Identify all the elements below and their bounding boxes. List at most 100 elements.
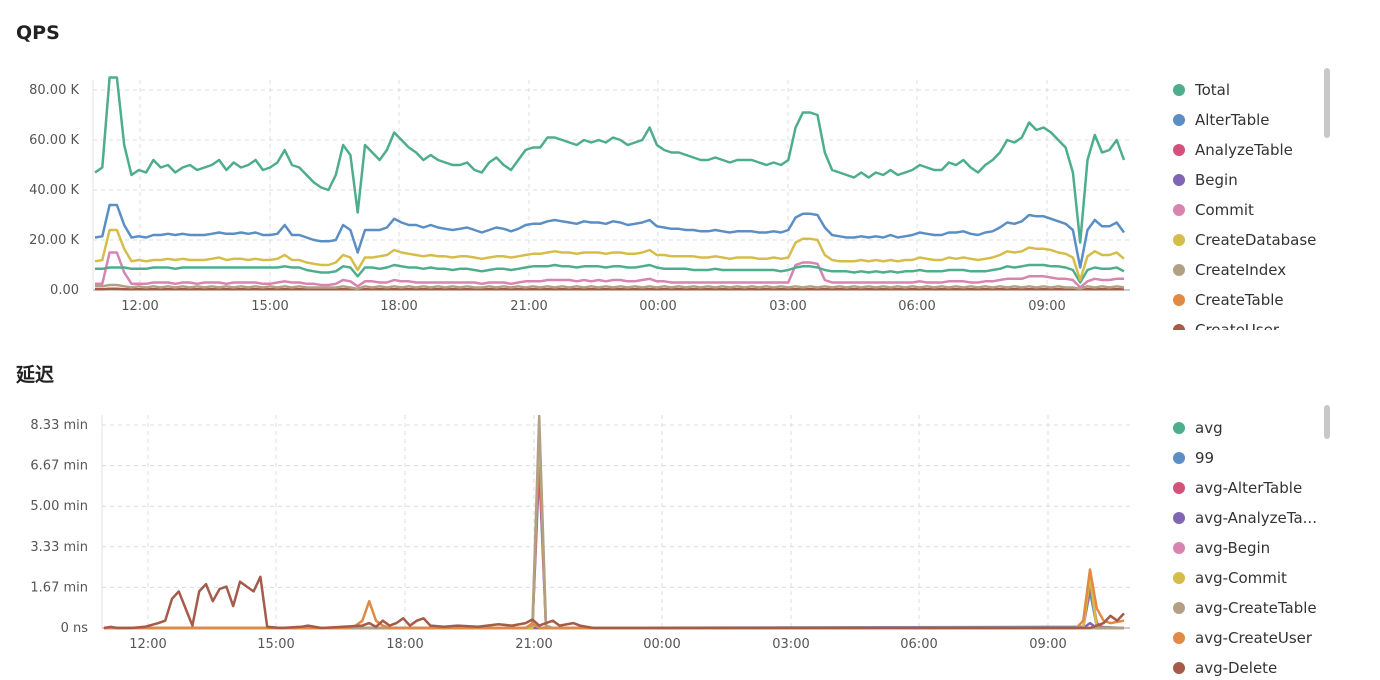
y-tick-label: 6.67 min <box>30 459 88 474</box>
legend-item[interactable]: avg-AnalyzeTa... <box>1170 503 1340 533</box>
x-tick-label: 15:00 <box>257 637 294 652</box>
legend-item[interactable]: CreateIndex <box>1170 255 1340 285</box>
x-tick-label: 12:00 <box>121 299 158 314</box>
legend-item[interactable]: AlterTable <box>1170 105 1340 135</box>
legend-label: CreateTable <box>1195 291 1284 309</box>
latency-legend: avg 99 avg-AlterTable avg-AnalyzeTa... avg-B… <box>1170 413 1340 680</box>
legend-dot-icon <box>1173 512 1185 524</box>
series-line[interactable] <box>94 76 1126 244</box>
y-tick-label: 5.00 min <box>30 499 88 514</box>
legend-label: avg-Begin <box>1195 539 1271 557</box>
legend-label: Total <box>1195 81 1231 99</box>
x-tick-label: 00:00 <box>639 299 676 314</box>
legend-dot-icon <box>1173 662 1185 674</box>
legend-dot-icon <box>1173 144 1185 156</box>
y-tick-label: 60.00 K <box>29 133 79 148</box>
series-line[interactable] <box>94 203 1126 269</box>
x-tick-label: 03:00 <box>769 299 806 314</box>
legend-dot-icon <box>1173 234 1185 246</box>
y-tick-label: 0 ns <box>61 621 89 636</box>
legend-label: avg-AnalyzeTa... <box>1195 509 1317 527</box>
legend-dot-icon <box>1173 452 1185 464</box>
legend-label: AnalyzeTable <box>1195 141 1293 159</box>
y-tick-label: 40.00 K <box>29 183 79 198</box>
legend-dot-icon <box>1173 174 1185 186</box>
legend-label: avg <box>1195 419 1223 437</box>
legend-dot-icon <box>1173 572 1185 584</box>
legend-item[interactable]: Begin <box>1170 165 1340 195</box>
qps-chart[interactable]: 0.00 20.00 K 40.00 K 60.00 K 80.00 K 12:00 15:… <box>0 60 1150 360</box>
x-tick-label: 03:00 <box>772 637 809 652</box>
legend-dot-icon <box>1173 204 1185 216</box>
legend-item[interactable]: avg-CreateTable <box>1170 593 1340 623</box>
legend-label: CreateIndex <box>1195 261 1287 279</box>
y-tick-label: 1.67 min <box>30 580 88 595</box>
legend-item[interactable]: avg-AlterTable <box>1170 473 1340 503</box>
x-tick-label: 15:00 <box>251 299 288 314</box>
legend-label: avg-AlterTable <box>1195 479 1303 497</box>
legend-item[interactable]: avg-Begin <box>1170 533 1340 563</box>
legend-label: CreateDatabase <box>1195 231 1317 249</box>
legend-dot-icon <box>1173 482 1185 494</box>
legend-item[interactable]: avg-CreateUser <box>1170 623 1340 653</box>
legend-item[interactable]: AnalyzeTable <box>1170 135 1340 165</box>
legend-item[interactable]: CreateDatabase <box>1170 225 1340 255</box>
legend-label: AlterTable <box>1195 111 1270 129</box>
x-tick-label: 06:00 <box>898 299 935 314</box>
legend-dot-icon <box>1173 84 1185 96</box>
series-line[interactable] <box>95 263 1125 284</box>
legend-item[interactable]: CreateTable <box>1170 285 1340 315</box>
latency-chart[interactable]: 0 ns 1.67 min 3.33 min 5.00 min 6.67 min 8.33… <box>0 400 1150 680</box>
legend-item[interactable]: avg <box>1170 413 1340 443</box>
y-tick-label: 8.33 min <box>30 418 88 433</box>
legend-dot-icon <box>1173 264 1185 276</box>
qps-legend: Total AlterTable AnalyzeTable Begin Commit Cr… <box>1170 75 1340 330</box>
x-tick-label: 21:00 <box>510 299 547 314</box>
y-tick-label: 0.00 <box>50 283 79 298</box>
legend-item[interactable]: 99 <box>1170 443 1340 473</box>
latency-legend-scrollbar[interactable] <box>1324 405 1330 439</box>
qps-legend-scrollbar[interactable] <box>1324 68 1330 138</box>
series-line[interactable] <box>94 228 1125 282</box>
y-tick-label: 20.00 K <box>29 233 79 248</box>
legend-dot-icon <box>1173 632 1185 644</box>
legend-label: CreateUser <box>1195 321 1280 330</box>
legend-dot-icon <box>1173 422 1185 434</box>
legend-dot-icon <box>1173 602 1185 614</box>
x-tick-label: 09:00 <box>1029 637 1066 652</box>
legend-item[interactable]: Commit <box>1170 195 1340 225</box>
qps-section-title: QPS <box>16 22 60 44</box>
series-line[interactable] <box>104 426 1124 630</box>
x-tick-label: 06:00 <box>900 637 937 652</box>
series-line[interactable] <box>95 287 1124 291</box>
legend-label: 99 <box>1195 449 1215 467</box>
legend-item[interactable]: CreateUser <box>1170 315 1340 330</box>
x-tick-label: 18:00 <box>380 299 417 314</box>
x-tick-label: 12:00 <box>129 637 166 652</box>
x-tick-label: 18:00 <box>386 637 423 652</box>
series-line[interactable] <box>95 251 1124 289</box>
x-tick-label: 09:00 <box>1028 299 1065 314</box>
legend-label: avg-Delete <box>1195 659 1278 677</box>
legend-dot-icon <box>1173 114 1185 126</box>
x-tick-label: 21:00 <box>515 637 552 652</box>
legend-label: avg-CreateUser <box>1195 629 1313 647</box>
legend-dot-icon <box>1173 542 1185 554</box>
latency-section-title: 延迟 <box>16 364 55 386</box>
series-line[interactable] <box>104 465 1125 630</box>
legend-item[interactable]: avg-Delete <box>1170 653 1340 680</box>
legend-label: Commit <box>1195 201 1254 219</box>
legend-dot-icon <box>1173 294 1185 306</box>
legend-dot-icon <box>1173 324 1185 330</box>
legend-label: avg-Commit <box>1195 569 1287 587</box>
series-line[interactable] <box>104 456 1124 630</box>
legend-item[interactable]: avg-Commit <box>1170 563 1340 593</box>
legend-item[interactable]: Total <box>1170 75 1340 105</box>
series-line[interactable] <box>95 283 1125 291</box>
legend-label: avg-CreateTable <box>1195 599 1317 617</box>
series-line[interactable] <box>104 568 1125 630</box>
legend-label: Begin <box>1195 171 1238 189</box>
y-tick-label: 80.00 K <box>29 83 79 98</box>
series-line[interactable] <box>103 575 1125 630</box>
series-line[interactable] <box>104 414 1124 630</box>
